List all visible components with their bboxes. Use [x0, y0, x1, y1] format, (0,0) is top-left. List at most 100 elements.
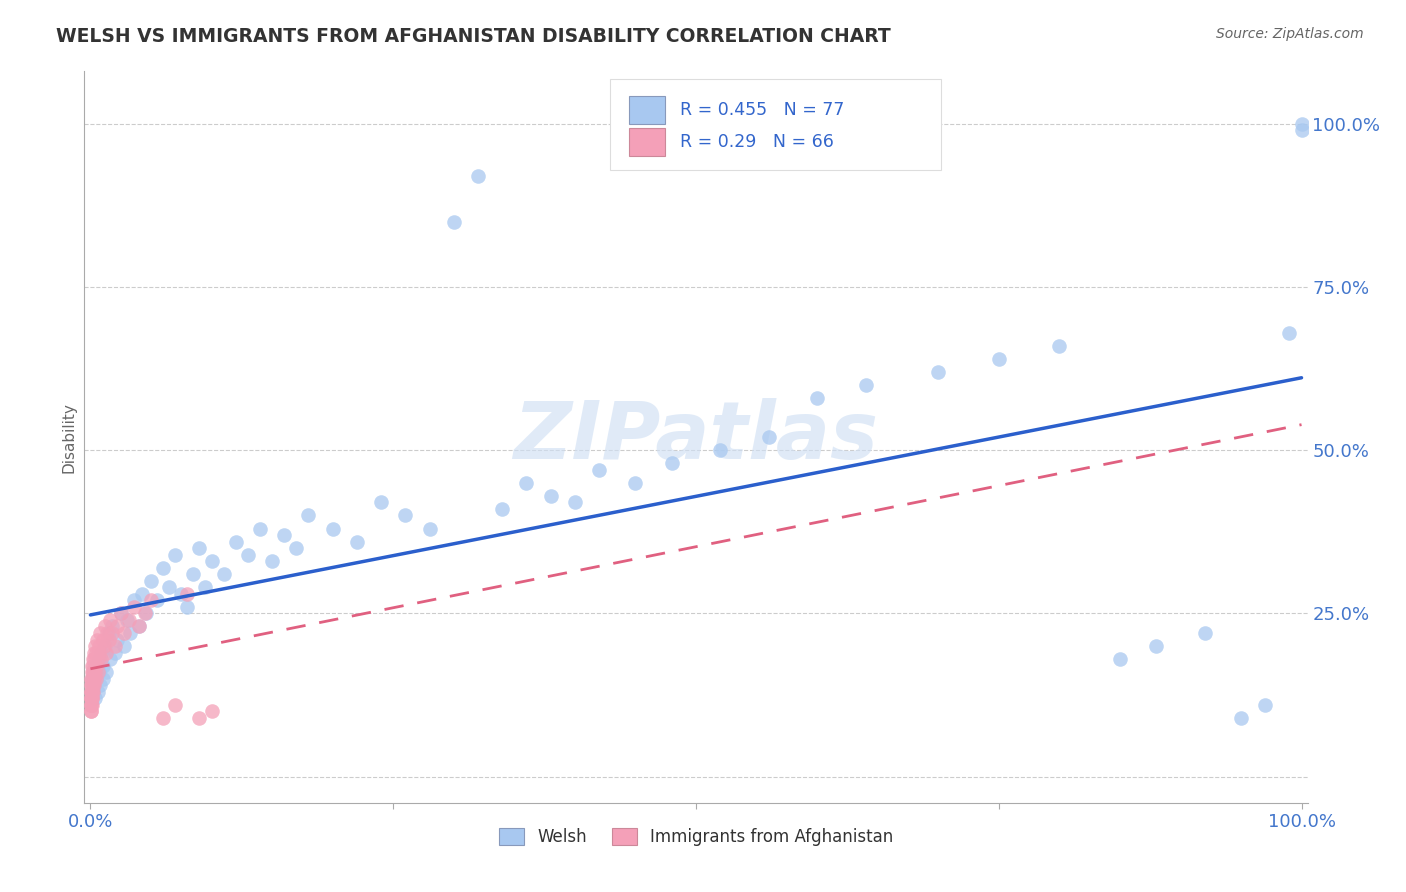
Point — [89, 626, 111, 640]
Point — [86, 658, 108, 673]
Point — [467, 169, 489, 183]
Point — [97, 632, 120, 647]
Point — [1047, 339, 1070, 353]
Point — [273, 528, 295, 542]
Point — [927, 365, 949, 379]
Point — [120, 626, 142, 640]
Text: R = 0.455   N = 77: R = 0.455 N = 77 — [681, 101, 845, 120]
Point — [139, 574, 162, 588]
Point — [491, 502, 513, 516]
Bar — [628, 96, 665, 124]
Point — [1278, 326, 1301, 340]
Point — [394, 508, 416, 523]
Point — [212, 567, 235, 582]
Point — [83, 652, 105, 666]
Point — [82, 685, 104, 699]
Point — [110, 607, 132, 621]
Point — [89, 678, 111, 692]
Point — [83, 658, 105, 673]
Point — [122, 593, 145, 607]
Point — [101, 619, 124, 633]
Point — [370, 495, 392, 509]
Point — [82, 685, 104, 699]
Point — [322, 521, 344, 535]
Point — [93, 639, 115, 653]
Point — [86, 658, 108, 673]
Point — [98, 652, 121, 666]
Point — [297, 508, 319, 523]
Text: ZIPatlas: ZIPatlas — [513, 398, 879, 476]
Legend: Welsh, Immigrants from Afghanistan: Welsh, Immigrants from Afghanistan — [492, 822, 900, 853]
Point — [86, 672, 108, 686]
Point — [82, 658, 104, 673]
Point — [540, 489, 562, 503]
Point — [82, 672, 104, 686]
Point — [80, 698, 103, 712]
Point — [82, 691, 104, 706]
Point — [83, 678, 105, 692]
Point — [84, 639, 107, 653]
Point — [82, 685, 104, 699]
Point — [1291, 123, 1313, 137]
Point — [624, 475, 647, 490]
Text: R = 0.29   N = 66: R = 0.29 N = 66 — [681, 133, 834, 152]
Point — [86, 652, 108, 666]
Point — [100, 613, 122, 627]
Point — [90, 652, 112, 666]
Point — [709, 443, 731, 458]
Point — [176, 599, 198, 614]
Point — [115, 613, 138, 627]
Point — [82, 678, 104, 692]
Point — [418, 521, 440, 535]
Point — [188, 541, 211, 555]
Point — [79, 705, 101, 719]
Point — [80, 685, 103, 699]
Point — [82, 678, 104, 692]
Point — [1230, 711, 1253, 725]
Point — [1254, 698, 1277, 712]
Point — [110, 607, 132, 621]
Point — [82, 665, 104, 680]
Point — [84, 691, 107, 706]
Point — [112, 639, 135, 653]
Point — [80, 678, 103, 692]
Point — [91, 658, 114, 673]
Point — [96, 646, 118, 660]
Point — [225, 534, 247, 549]
Point — [94, 639, 117, 653]
Point — [112, 626, 135, 640]
Point — [176, 587, 198, 601]
Point — [105, 619, 128, 633]
Point — [661, 456, 683, 470]
Point — [285, 541, 308, 555]
Point — [87, 665, 110, 680]
Point — [262, 554, 284, 568]
Point — [80, 691, 103, 706]
Bar — [628, 128, 665, 156]
Point — [80, 698, 103, 712]
Point — [236, 548, 259, 562]
Point — [84, 646, 107, 660]
Y-axis label: Disability: Disability — [60, 401, 76, 473]
Point — [82, 652, 104, 666]
Point — [564, 495, 586, 509]
Text: WELSH VS IMMIGRANTS FROM AFGHANISTAN DISABILITY CORRELATION CHART: WELSH VS IMMIGRANTS FROM AFGHANISTAN DIS… — [56, 27, 891, 45]
Point — [80, 705, 103, 719]
Point — [806, 391, 828, 405]
Point — [128, 619, 150, 633]
Point — [97, 626, 120, 640]
Point — [84, 665, 107, 680]
Point — [96, 626, 118, 640]
Point — [80, 691, 103, 706]
Point — [80, 685, 103, 699]
Point — [83, 665, 105, 680]
Point — [165, 548, 187, 562]
Point — [122, 599, 145, 614]
Point — [1144, 639, 1167, 653]
Point — [152, 560, 174, 574]
Point — [87, 665, 110, 680]
Point — [157, 580, 180, 594]
Point — [346, 534, 368, 549]
Point — [588, 463, 610, 477]
Point — [104, 639, 127, 653]
